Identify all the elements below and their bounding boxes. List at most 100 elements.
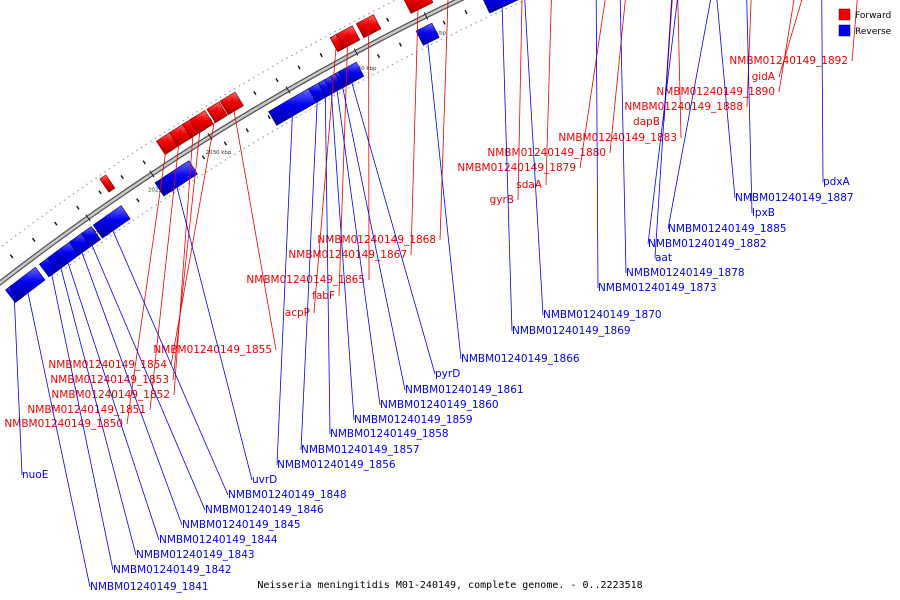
leader-line <box>350 79 436 375</box>
minor-tick <box>398 42 402 47</box>
leader-line <box>66 259 160 541</box>
leader-line <box>111 227 229 496</box>
legend: Forward Reverse <box>838 8 892 37</box>
gene-block-NMBM01240149_1841 <box>9 266 46 301</box>
gene-label-NMBM01240149_1883: NMBM01240149_1883 <box>558 132 677 144</box>
gene-label-NMBM01240149_1868: NMBM01240149_1868 <box>317 234 436 246</box>
inner-guide-arc <box>56 0 527 276</box>
gene-label-NMBM01240149_1853: NMBM01240149_1853 <box>50 374 169 386</box>
gene-label-NMBM01240149_1843: NMBM01240149_1843 <box>136 549 255 561</box>
leader-line <box>149 129 181 411</box>
legend-reverse-label: Reverse <box>855 27 892 37</box>
leader-line <box>276 112 293 466</box>
leader-line <box>26 289 91 588</box>
leader-line <box>338 31 349 297</box>
minor-tick <box>98 190 102 195</box>
minor-tick <box>253 90 257 96</box>
leader-line <box>336 87 381 406</box>
gene-label-NMBM01240149_1865: NMBM01240149_1865 <box>246 274 365 286</box>
leader-line <box>654 0 672 259</box>
gene-label-NMBM01240149_1861: NMBM01240149_1861 <box>405 384 524 396</box>
gene-features <box>5 0 519 304</box>
gene-block-NMBM01240149_1855 <box>219 91 244 116</box>
gene-block-NMBM01240149_1848 <box>92 205 131 239</box>
leader-line <box>13 299 23 476</box>
gene-label-NMBM01240149_1844: NMBM01240149_1844 <box>159 534 278 546</box>
gene-label-fabF: fabF <box>312 290 335 302</box>
minor-tick <box>376 53 381 59</box>
gene-label-NMBM01240149_1887: NMBM01240149_1887 <box>735 192 854 204</box>
leader-line <box>579 0 606 169</box>
gene-label-NMBM01240149_1867: NMBM01240149_1867 <box>288 249 407 261</box>
minor-tick <box>9 254 14 259</box>
gene-label-gidA: gidA <box>752 71 776 83</box>
backbone-highlight <box>0 0 462 285</box>
gene-block-NMBM01240149_1867 <box>403 0 434 14</box>
tick-label: 2030 kbp <box>206 150 232 156</box>
leader-line <box>545 0 552 186</box>
gene-label-NMBM01240149_1866: NMBM01240149_1866 <box>461 353 580 365</box>
gene-label-NMBM01240149_1848: NMBM01240149_1848 <box>228 489 347 501</box>
gene-block-NMBM01240149_1866 <box>415 22 440 46</box>
guide-arcs <box>0 0 527 276</box>
gene-label-pyrD: pyrD <box>435 368 460 380</box>
gene-label-lpxB: lpxB <box>752 207 775 219</box>
minor-tick <box>223 141 228 146</box>
gene-label-NMBM01240149_1850: NMBM01240149_1850 <box>4 418 123 430</box>
gene-label-NMBM01240149_1873: NMBM01240149_1873 <box>598 282 717 294</box>
minor-tick <box>297 65 301 70</box>
legend-reverse-swatch <box>838 24 851 37</box>
minor-tick <box>54 221 58 226</box>
minor-tick <box>201 155 206 160</box>
leader-line <box>90 242 206 511</box>
leader-line <box>667 0 712 230</box>
gene-label-dapB: dapB <box>633 116 660 128</box>
leader-line <box>172 115 202 381</box>
gene-label-NMBM01240149_1846: NMBM01240149_1846 <box>205 504 324 516</box>
tick-label: 2020 kbp <box>84 231 110 237</box>
leader-line <box>324 94 331 435</box>
leader-line <box>410 0 419 256</box>
gene-label-NMBM01240149_1879: NMBM01240149_1879 <box>457 162 576 174</box>
map-caption: Neisseria meningitidis M01-240149, compl… <box>257 580 642 591</box>
leader-line <box>170 106 218 366</box>
gene-block-pyrD <box>337 61 365 87</box>
gene-label-NMBM01240149_1882: NMBM01240149_1882 <box>648 238 767 250</box>
leader-line <box>231 97 277 351</box>
minor-tick <box>386 17 390 22</box>
gene-label-sdaA: sdaA <box>516 179 543 191</box>
gene-label-NMBM01240149_1885: NMBM01240149_1885 <box>668 223 787 235</box>
leader-line <box>427 40 462 360</box>
gene-label-NMBM01240149_1892: NMBM01240149_1892 <box>729 55 848 67</box>
tick-mark <box>149 170 155 178</box>
gene-label-NMBM01240149_1869: NMBM01240149_1869 <box>512 325 631 337</box>
gene-label-NMBM01240149_1857: NMBM01240149_1857 <box>301 444 420 456</box>
gene-label-NMBM01240149_1854: NMBM01240149_1854 <box>48 359 167 371</box>
leader-line <box>851 0 858 62</box>
gene-label-uvrD: uvrD <box>252 474 277 486</box>
gene-labels: NMBM01240149_1850 NMBM01240149_1851 NMBM01… <box>4 0 858 593</box>
gene-block-uvrD <box>154 160 198 197</box>
minor-tick <box>319 53 323 58</box>
leader-line <box>59 264 137 556</box>
gene-label-pdxA: pdxA <box>823 176 851 188</box>
minor-tick <box>31 237 36 242</box>
gene-label-NMBM01240149_1845: NMBM01240149_1845 <box>182 519 301 531</box>
legend-forward-swatch <box>838 8 851 21</box>
gene-block-NMBM01240149_1869 <box>483 0 519 14</box>
gene-label-NMBM01240149_1859: NMBM01240149_1859 <box>354 414 473 426</box>
minor-tick <box>136 198 140 203</box>
leader-line <box>746 0 753 214</box>
leader-line <box>619 0 627 274</box>
gene-label-NMBM01240149_1851: NMBM01240149_1851 <box>27 404 146 416</box>
leader-line <box>778 0 795 93</box>
minor-tick <box>267 115 271 120</box>
leader-line <box>300 98 318 451</box>
leader-line <box>517 0 523 201</box>
gene-label-NMBM01240149_1858: NMBM01240149_1858 <box>330 428 449 440</box>
gene-block-unlabeled <box>99 174 116 193</box>
tick-mark <box>285 86 291 94</box>
gene-label-NMBM01240149_1855: NMBM01240149_1855 <box>153 344 272 356</box>
leader-line <box>175 184 253 481</box>
